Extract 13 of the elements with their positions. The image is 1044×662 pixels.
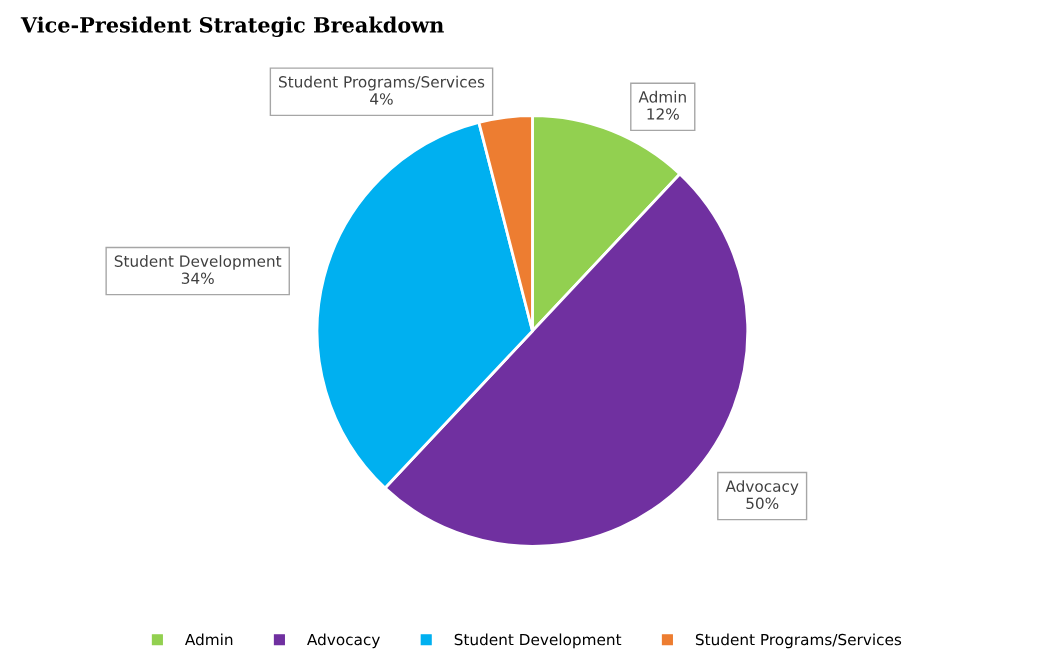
slice-label: Student Programs/Services (279, 75, 485, 91)
legend-label: Student Programs/Services (695, 633, 902, 649)
data-label: 34% (181, 272, 214, 285)
data-label: 4% (370, 93, 393, 105)
slice-label: Admin (638, 90, 686, 103)
data-label: 12% (647, 108, 679, 120)
legend-label: Student Development (454, 633, 622, 649)
legend-label: Admin (185, 633, 233, 646)
legend-label: Advocacy (307, 633, 380, 649)
slice-label: Student Development (114, 255, 282, 270)
chart-title: Vice-President Strategic Breakdown (20, 16, 444, 38)
slice-label: Advocacy (725, 480, 799, 495)
data-label: 50% (746, 497, 779, 510)
